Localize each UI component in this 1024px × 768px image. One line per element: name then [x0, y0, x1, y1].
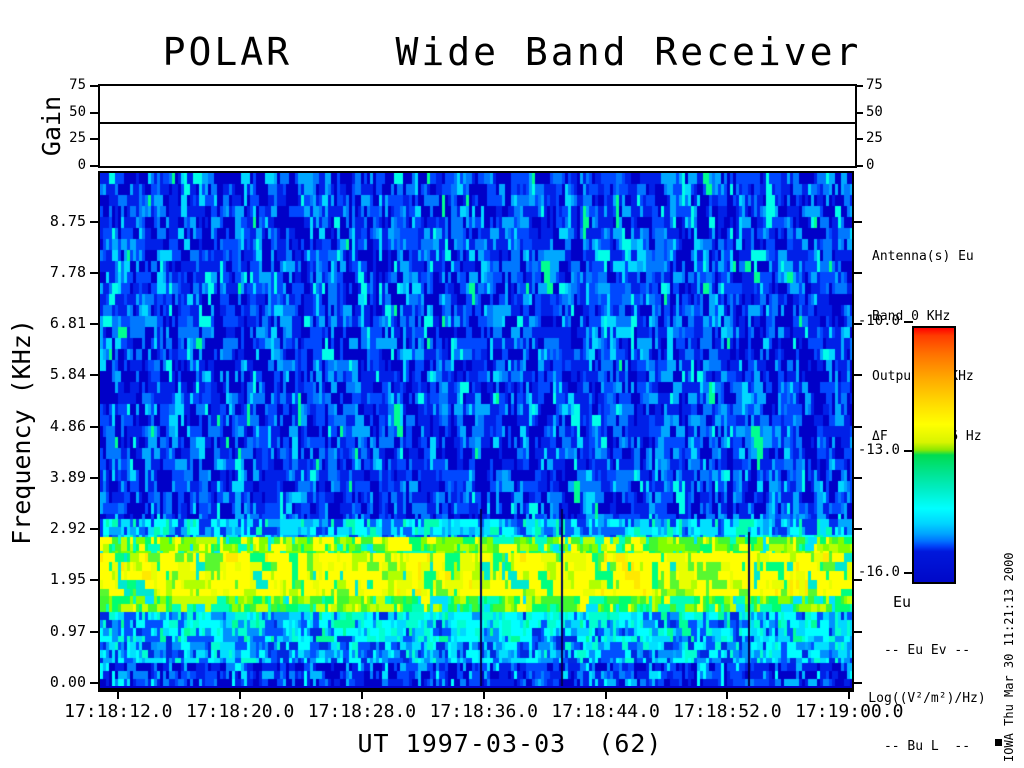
- colorbar-tick: [904, 572, 913, 574]
- time-tick: [604, 690, 607, 699]
- freq-tick-left: [90, 323, 98, 326]
- gain-tick-left: [90, 165, 98, 167]
- gain-value-line: [100, 122, 855, 124]
- gain-tick-left: [90, 85, 98, 87]
- colorbar-tick: [904, 321, 913, 323]
- freq-tick-label: 6.81: [49, 314, 86, 333]
- logo-mark: [995, 739, 1002, 746]
- freq-tick-label: 1.95: [49, 570, 86, 589]
- gain-tick-right: [855, 165, 863, 167]
- legend-line-bu-l: -- Bu L --: [883, 739, 971, 754]
- colorbar-legend: -- Eu Ev -- Log((V²/m²)/Hz) -- Bu L -- L…: [850, 611, 1004, 768]
- freq-tick-right: [854, 272, 862, 275]
- time-tick: [117, 690, 120, 699]
- freq-tick-right: [854, 682, 862, 684]
- freq-tick-left: [90, 682, 98, 684]
- freq-tick-right: [854, 323, 862, 326]
- gain-tick-right: [855, 138, 863, 141]
- gain-tick-right: [855, 111, 863, 114]
- time-tick-label: 17:18:20.0: [185, 701, 295, 722]
- freq-tick-label: 0.97: [49, 621, 86, 640]
- colorbar: [912, 326, 956, 584]
- colorbar-tick-label: -16.0: [857, 564, 900, 580]
- freq-tick-left: [90, 425, 98, 428]
- gain-tick-label-right: 75: [866, 77, 883, 93]
- freq-tick-right: [854, 374, 862, 377]
- freq-tick-left: [90, 272, 98, 275]
- gain-axis-label: Gain: [37, 95, 66, 157]
- freq-tick-right: [854, 630, 862, 633]
- colorbar-tick-label: -10.0: [857, 313, 900, 329]
- spectrogram-canvas: [100, 173, 852, 686]
- time-tick: [360, 690, 363, 699]
- time-tick-label: 17:19:00.0: [795, 701, 904, 722]
- watermark-timestamp: IOWA Thu Mar 30 11:21:13 2000: [1002, 552, 1016, 762]
- x-axis-label: UT 1997-03-03 (62): [357, 729, 663, 758]
- colorbar-tick-label: -13.0: [857, 442, 900, 458]
- gain-tick-left: [90, 138, 98, 141]
- legend-line-eu-ev: -- Eu Ev --: [883, 643, 971, 658]
- freq-tick-label: 7.78: [49, 263, 86, 282]
- colorbar-tick: [904, 450, 913, 452]
- time-tick: [239, 690, 242, 699]
- gain-tick-label-left: 75: [69, 77, 86, 93]
- time-tick: [482, 690, 485, 699]
- freq-tick-label: 0.00: [49, 673, 86, 691]
- colorbar-label: Eu: [892, 593, 912, 611]
- time-tick-label: 17:18:28.0: [307, 701, 417, 722]
- time-tick-label: 17:18:36.0: [429, 701, 538, 722]
- freq-tick-left: [90, 374, 98, 377]
- plot-title: POLAR Wide Band Receiver: [162, 30, 862, 74]
- gain-tick-label-right: 25: [866, 130, 883, 147]
- time-tick-label: 17:18:12.0: [64, 701, 173, 722]
- spectrogram-frame: [98, 171, 854, 692]
- gain-tick-right: [855, 85, 863, 87]
- freq-tick-left: [90, 579, 98, 582]
- gain-tick-left: [90, 111, 98, 114]
- gain-tick-label-left: 0: [77, 157, 86, 173]
- freq-tick-left: [90, 477, 98, 480]
- freq-tick-right: [854, 477, 862, 480]
- freq-tick-left: [90, 221, 98, 224]
- gain-panel: [98, 84, 857, 168]
- time-tick-label: 17:18:52.0: [673, 701, 782, 722]
- freq-tick-right: [854, 528, 862, 531]
- freq-tick-right: [854, 425, 862, 428]
- time-tick: [848, 690, 851, 699]
- gain-tick-label-left: 50: [69, 103, 86, 120]
- freq-tick-right: [854, 579, 862, 582]
- freq-tick-label: 3.89: [49, 468, 86, 487]
- freq-tick-label: 4.86: [49, 416, 86, 435]
- freq-tick-left: [90, 630, 98, 633]
- gain-tick-label-left: 25: [69, 130, 86, 147]
- freq-tick-right: [854, 221, 862, 224]
- legend-line-log-v: Log((V²/m²)/Hz): [868, 691, 986, 706]
- freq-tick-left: [90, 528, 98, 531]
- annotation-antenna: Antenna(s) Eu: [872, 249, 974, 264]
- time-tick: [726, 690, 729, 699]
- gain-tick-label-right: 50: [866, 103, 883, 120]
- freq-tick-label: 2.92: [49, 519, 86, 538]
- freq-tick-label: 5.84: [49, 365, 86, 384]
- gain-tick-label-right: 0: [866, 157, 875, 173]
- time-tick-label: 17:18:44.0: [551, 701, 660, 722]
- freq-tick-label: 8.75: [49, 212, 86, 231]
- annotation-band: Band 0 KHz: [872, 309, 951, 324]
